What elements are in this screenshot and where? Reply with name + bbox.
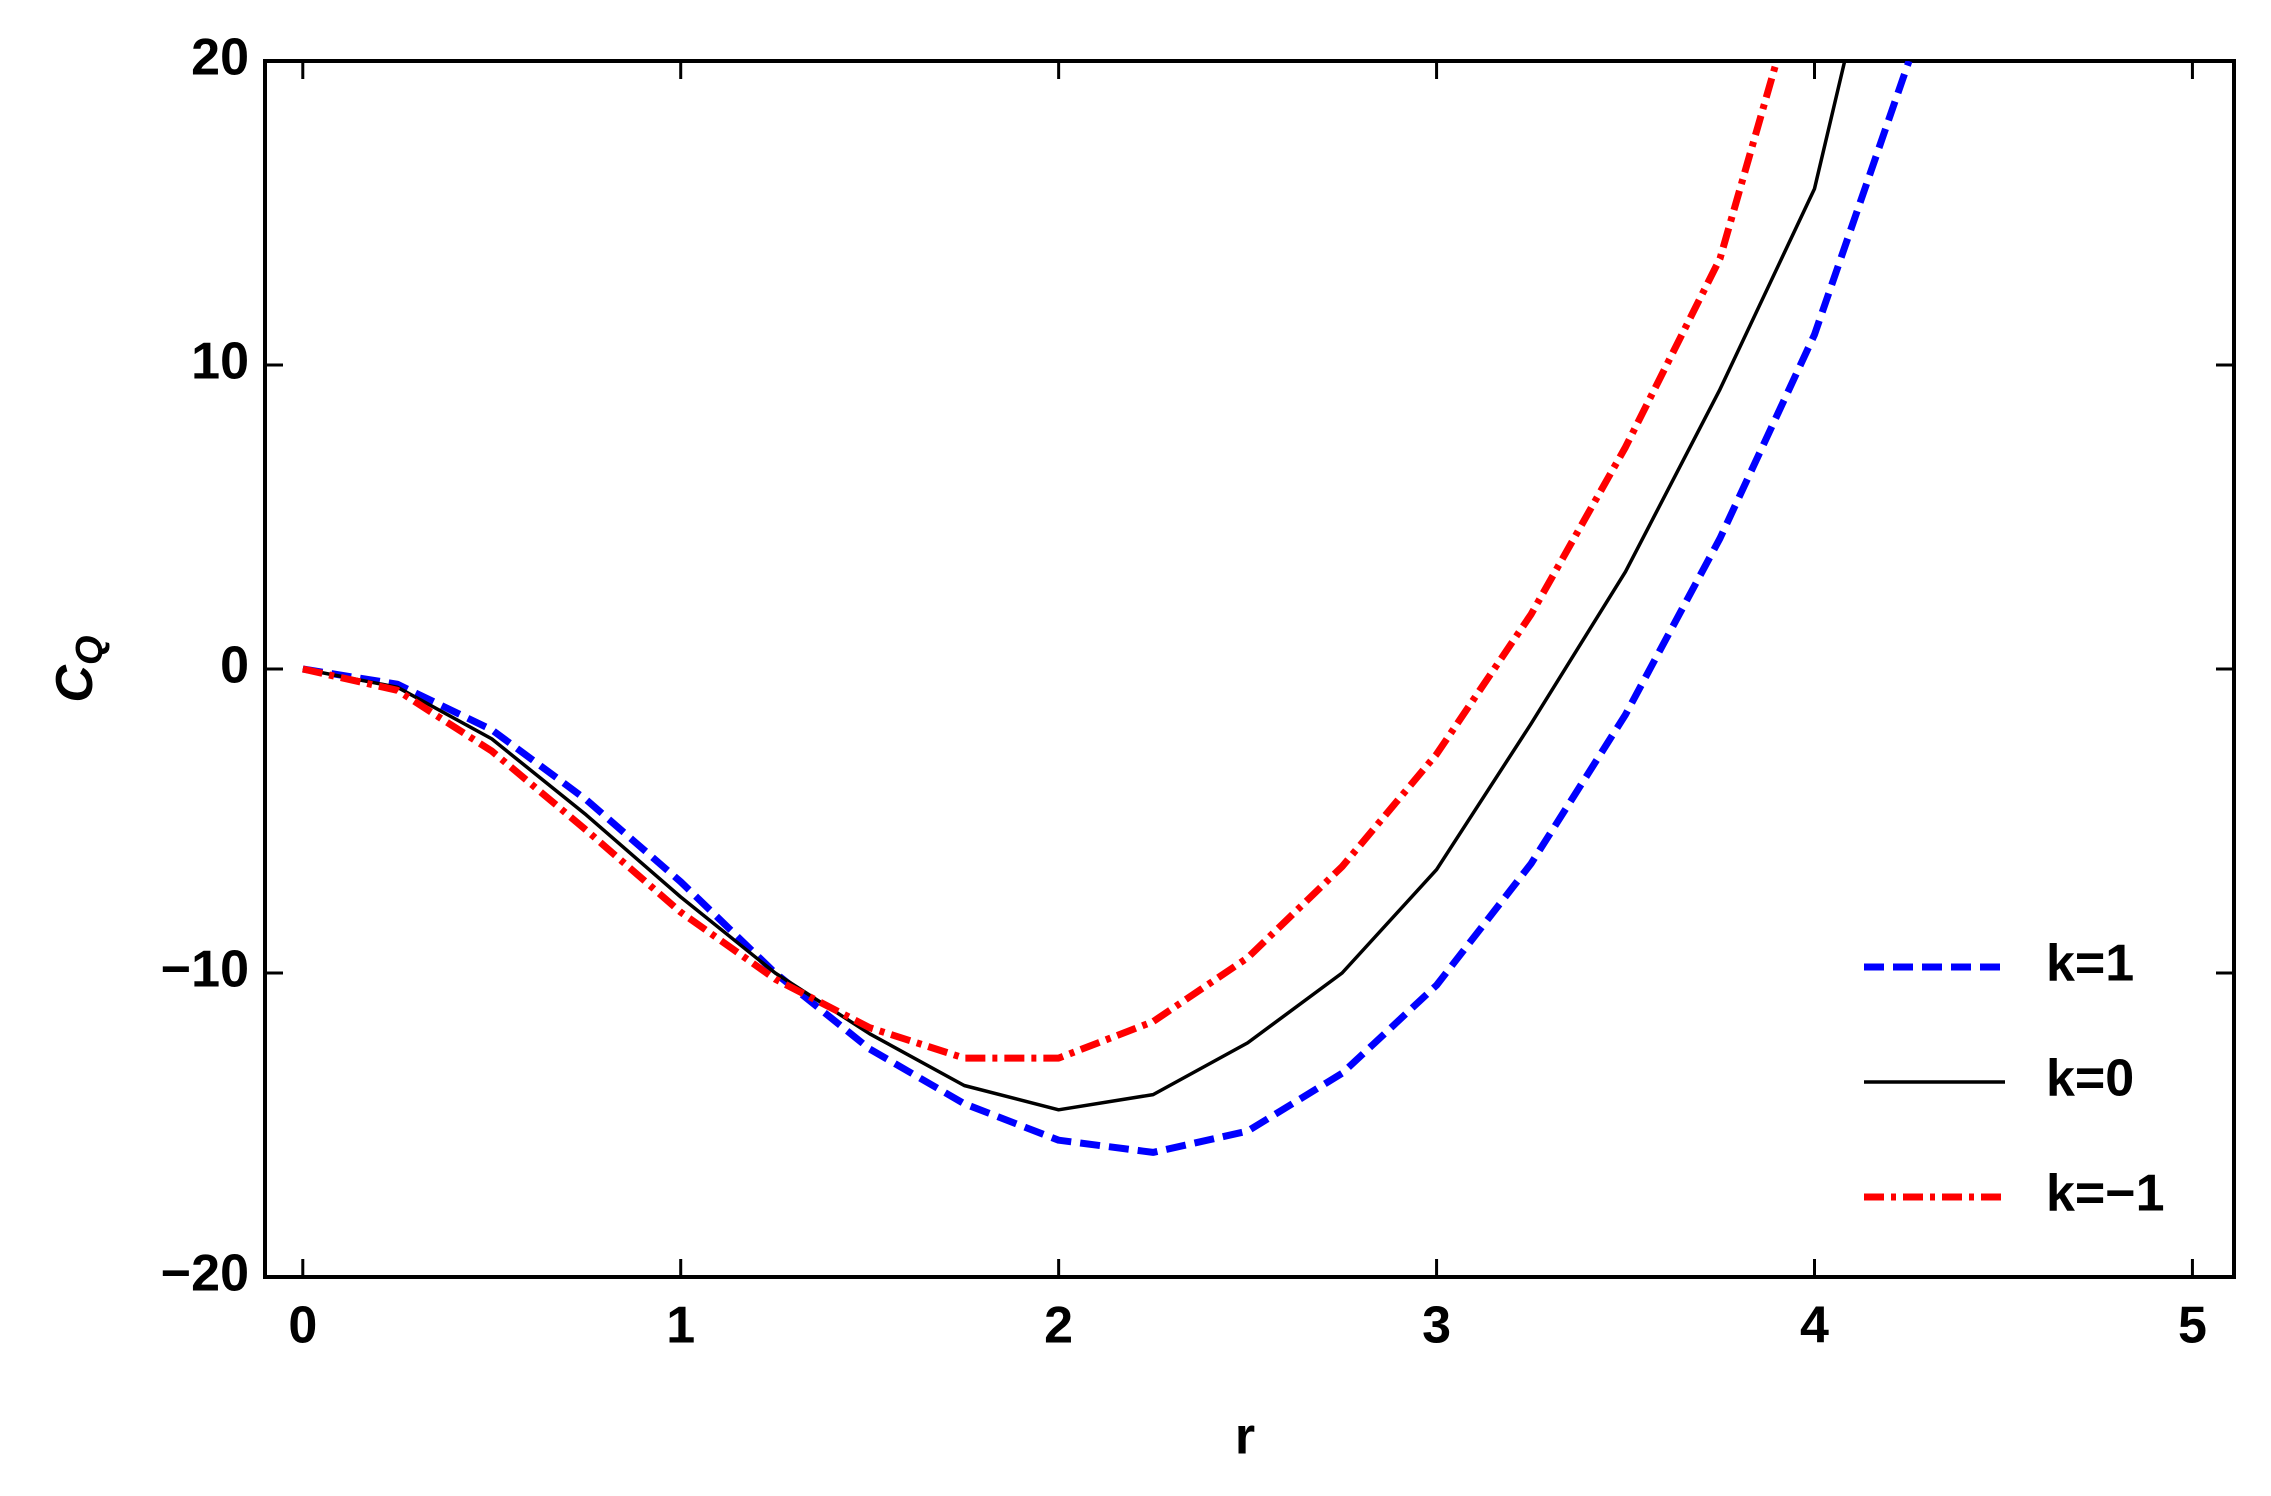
x-tick-label: 2 — [1044, 1297, 1073, 1355]
y-tick-label: −10 — [161, 941, 249, 999]
y-axis-label-group: CQ — [46, 635, 111, 702]
y-tick-label: −20 — [161, 1245, 249, 1303]
series-line — [302, 61, 1847, 1112]
y-axis-label-main: C — [46, 664, 104, 703]
x-axis-label: r — [1235, 1408, 1255, 1466]
plot-frame — [263, 59, 2236, 1279]
y-tick-label: 10 — [191, 333, 249, 391]
y-axis-label-sub: Q — [69, 635, 111, 665]
x-tick-label: 0 — [288, 1297, 317, 1355]
series-line — [302, 61, 1781, 1062]
legend-label: k=1 — [2046, 935, 2134, 993]
x-tick-label: 3 — [1422, 1297, 1451, 1355]
x-tick-label: 1 — [666, 1297, 695, 1355]
legend-label: k=0 — [2046, 1050, 2134, 1108]
y-tick-label: 20 — [191, 29, 249, 87]
y-tick-label: 0 — [220, 637, 249, 695]
plot-lines — [302, 61, 1913, 1156]
x-tick-label: 5 — [2178, 1297, 2207, 1355]
y-axis-label: CQ — [46, 635, 111, 702]
series-line — [302, 61, 1913, 1156]
legend-label: k=−1 — [2046, 1165, 2165, 1223]
x-tick-label: 4 — [1800, 1297, 1829, 1355]
